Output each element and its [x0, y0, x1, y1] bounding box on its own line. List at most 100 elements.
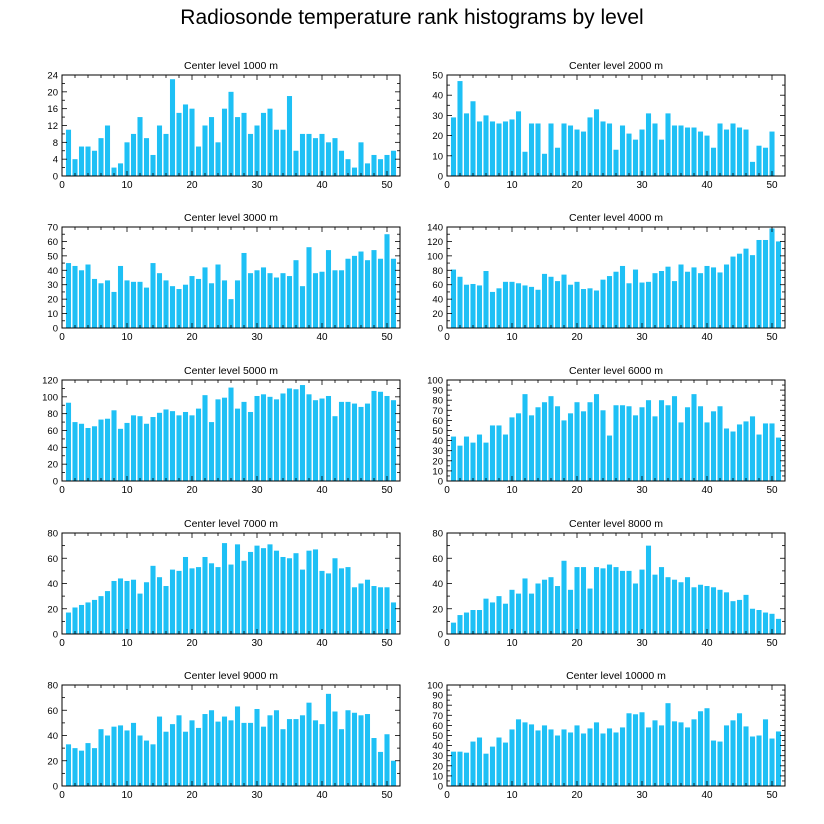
- histogram-bar: [202, 395, 208, 481]
- histogram-bar: [697, 273, 704, 328]
- histogram-bar: [554, 281, 561, 328]
- y-tick-label: 0: [53, 630, 58, 641]
- histogram-bar: [384, 154, 390, 176]
- histogram-bar: [189, 720, 195, 786]
- histogram-bar: [639, 129, 645, 176]
- histogram-bar: [548, 123, 554, 176]
- histogram-bar: [470, 741, 476, 786]
- histogram-bar: [91, 150, 98, 176]
- histogram-bar: [202, 267, 208, 328]
- histogram-bar: [561, 420, 567, 481]
- histogram-bar: [78, 146, 85, 176]
- histogram-bar: [351, 712, 358, 786]
- histogram-bar: [280, 273, 286, 328]
- y-tick-label: 20: [47, 87, 58, 98]
- x-tick-label: 40: [701, 332, 713, 343]
- y-tick-label: 0: [438, 324, 443, 335]
- x-tick-label: 50: [381, 485, 393, 496]
- histogram-bar: [117, 265, 124, 328]
- histogram-bar: [587, 402, 593, 481]
- histogram-bar: [111, 580, 117, 634]
- histogram-bar: [762, 612, 769, 634]
- histogram-bar: [78, 604, 85, 634]
- histogram-bar: [130, 722, 137, 787]
- y-tick-label: 20: [47, 295, 58, 306]
- histogram-bar: [483, 271, 489, 328]
- y-tick-label: 20: [47, 604, 58, 615]
- histogram-bar: [489, 121, 496, 176]
- histogram-bar: [489, 746, 496, 786]
- histogram-bar: [124, 730, 130, 786]
- x-tick-label: 10: [506, 638, 518, 649]
- y-tick-label: 40: [432, 295, 443, 306]
- histogram-bar: [619, 570, 626, 635]
- histogram-bar: [299, 569, 306, 634]
- histogram-bar: [645, 113, 652, 176]
- histogram-bar: [457, 445, 463, 481]
- histogram-bar: [273, 710, 280, 786]
- histogram-bar: [202, 556, 208, 634]
- histogram-bar: [98, 729, 104, 786]
- histogram-bar: [156, 125, 163, 176]
- histogram-bar: [769, 613, 775, 634]
- histogram-bar: [156, 273, 163, 328]
- histogram-bar: [522, 722, 528, 786]
- x-tick-label: 40: [316, 332, 328, 343]
- x-tick-label: 0: [59, 180, 65, 191]
- histogram-bar: [345, 710, 351, 786]
- histogram-bar: [697, 711, 704, 786]
- histogram-bar: [124, 142, 130, 176]
- histogram-bar: [450, 436, 457, 481]
- histogram-bar: [332, 138, 338, 177]
- histogram-bar: [535, 730, 541, 786]
- panel-title: Center level 2000 m: [569, 60, 663, 72]
- histogram-bar: [723, 428, 730, 481]
- histogram-bar: [312, 400, 319, 481]
- y-tick-label: 4: [53, 155, 58, 166]
- histogram-bar: [639, 569, 645, 634]
- histogram-bar: [561, 729, 567, 786]
- histogram-bar: [658, 567, 665, 634]
- histogram-bar: [652, 416, 658, 481]
- x-tick-label: 20: [186, 790, 198, 801]
- histogram-bar: [182, 731, 189, 786]
- histogram-bar: [626, 713, 632, 786]
- histogram-bar: [691, 719, 697, 786]
- histogram-bar: [730, 601, 736, 634]
- histogram-bar: [280, 729, 286, 786]
- histogram-bar: [736, 127, 743, 176]
- histogram-bar: [332, 270, 338, 328]
- y-tick-label: 40: [432, 436, 443, 447]
- y-tick-label: 80: [47, 529, 58, 540]
- histogram-bar: [470, 442, 476, 481]
- histogram-bar: [117, 578, 124, 634]
- histogram-bar: [509, 417, 515, 481]
- histogram-bar: [762, 719, 769, 786]
- histogram-bar: [457, 81, 463, 176]
- histogram-bar: [554, 735, 561, 786]
- histogram-bar: [775, 437, 782, 481]
- histogram-bar: [697, 131, 704, 176]
- histogram-bar: [574, 281, 580, 328]
- histogram-bar: [671, 721, 678, 786]
- histogram-bar: [91, 599, 98, 634]
- histogram-bar: [78, 423, 85, 481]
- histogram-bar: [710, 740, 717, 786]
- histogram-bar: [143, 423, 150, 481]
- histogram-bar: [684, 407, 691, 481]
- histogram-bar: [639, 407, 645, 481]
- x-tick-label: 20: [186, 638, 198, 649]
- x-tick-label: 10: [121, 485, 133, 496]
- histogram-bar: [483, 442, 489, 481]
- x-tick-label: 30: [251, 638, 263, 649]
- histogram-bar: [260, 394, 267, 481]
- histogram-bar: [195, 727, 202, 786]
- histogram-bar: [85, 427, 91, 481]
- histogram-bar: [345, 567, 351, 634]
- histogram-bar: [450, 622, 457, 634]
- histogram-bar: [364, 163, 371, 177]
- x-tick-label: 50: [381, 638, 393, 649]
- histogram-bar: [463, 752, 470, 786]
- histogram-bar: [202, 714, 208, 786]
- y-tick-label: 24: [47, 71, 58, 82]
